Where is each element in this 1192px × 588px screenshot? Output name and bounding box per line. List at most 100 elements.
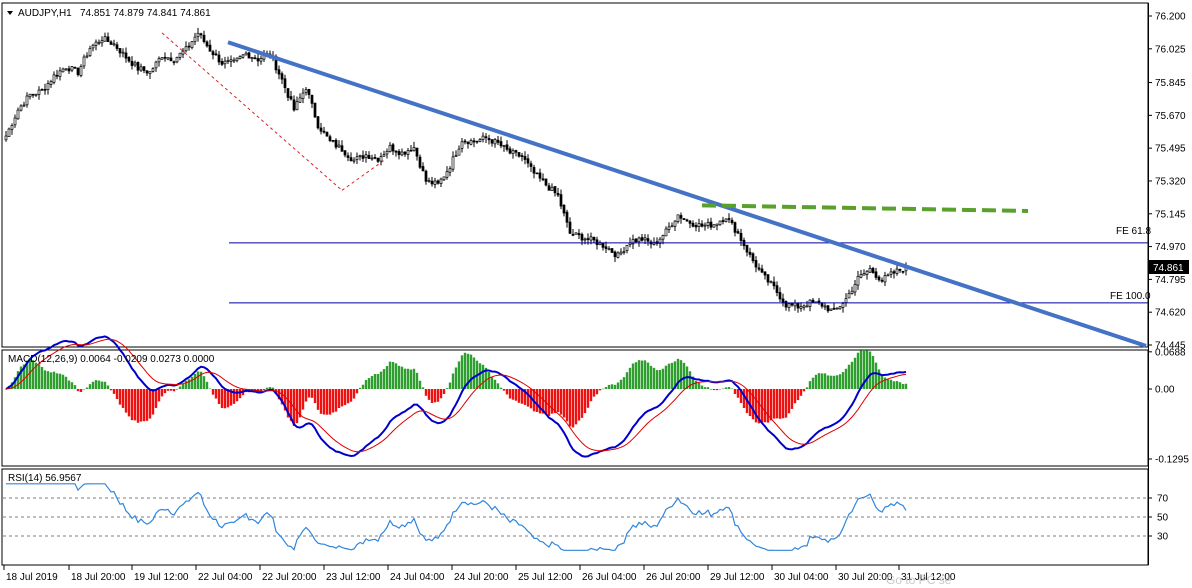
macd-histogram-bar (262, 389, 266, 390)
candle-body (517, 152, 521, 157)
macd-histogram-bar (661, 368, 665, 389)
macd-histogram-bar (586, 389, 590, 408)
candle-body (295, 101, 299, 111)
macd-histogram-bar (664, 365, 668, 389)
macd-histogram-bar (358, 387, 362, 389)
macd-histogram-bar (61, 374, 65, 389)
macd-histogram-bar (811, 377, 815, 389)
candle-body (439, 178, 443, 184)
candle-body (415, 147, 419, 157)
macd-histogram-bar (385, 366, 389, 389)
macd-histogram-bar (457, 361, 461, 389)
macd-histogram-bar (238, 389, 242, 399)
macd-histogram-bar (304, 389, 308, 402)
candle-body (349, 157, 353, 162)
candle-body (319, 127, 323, 132)
macd-histogram-bar (778, 389, 782, 419)
macd-histogram-bar (211, 389, 215, 395)
macd-histogram-bar (556, 389, 560, 412)
macd-histogram-bar (325, 389, 329, 415)
candle-body (625, 245, 629, 251)
macd-histogram-bar (454, 367, 458, 389)
candle-body (568, 221, 572, 234)
macd-histogram-bar (412, 368, 416, 389)
rsi-series (3, 483, 1147, 551)
candle-body (145, 70, 149, 74)
candle-body (361, 155, 365, 159)
candle-body (502, 145, 506, 147)
candle-body (7, 128, 11, 137)
candle-body (178, 52, 182, 58)
candle-body (736, 231, 740, 234)
macd-histogram-bar (403, 368, 407, 389)
candle-body (682, 218, 686, 220)
macd-histogram-bar (172, 389, 176, 392)
macd-histogram-bar (94, 380, 98, 389)
candle-body (556, 192, 560, 196)
macd-histogram-bar (787, 389, 791, 414)
candle-body (643, 237, 647, 241)
macd-histogram-bar (793, 389, 797, 404)
macd-histogram-bar (625, 372, 629, 389)
candle-body (388, 144, 392, 152)
candle-body (592, 236, 596, 241)
macd-histogram-bar (106, 385, 110, 389)
macd-histogram-bar (193, 373, 197, 389)
macd-histogram-bar (316, 389, 320, 410)
candle-body (55, 74, 59, 77)
candle-body (79, 66, 83, 76)
candle-body (616, 252, 620, 258)
macd-histogram-bar (670, 362, 674, 389)
macd-histogram-bar (610, 384, 614, 389)
macd-histogram-bar (604, 387, 608, 389)
macd-histogram-bar (286, 389, 290, 418)
macd-histogram-bar (331, 389, 335, 413)
macd-histogram-bar (721, 388, 725, 390)
macd-histogram-bar (862, 350, 866, 389)
macd-histogram-bar (499, 387, 503, 389)
macd-histogram-bar (154, 389, 158, 408)
macd-histogram-bar (433, 389, 437, 403)
candle-body (394, 150, 398, 153)
macd-histogram-bar (526, 389, 530, 407)
candle-body (31, 93, 35, 96)
macd-histogram-bar (565, 389, 569, 422)
macd-histogram-bar (736, 389, 740, 398)
candle-body (376, 157, 380, 162)
macd-histogram-bar (706, 387, 710, 389)
price-series (4, 27, 908, 313)
candle-body (277, 69, 281, 75)
macd-histogram-bar (337, 389, 341, 408)
macd-histogram-bar (418, 380, 422, 389)
candle-body (832, 307, 836, 310)
price-panel[interactable] (1, 2, 1149, 348)
candle-body (412, 147, 416, 151)
candle-body (553, 186, 557, 194)
macd-histogram-bar (388, 361, 392, 389)
candle-body (73, 66, 77, 69)
macd-histogram-bar (391, 361, 395, 389)
macd-histogram-bar (844, 368, 848, 389)
macd-histogram-bar (409, 369, 413, 389)
candle-body (181, 50, 185, 55)
candle-body (853, 283, 857, 293)
macd-histogram-bar (436, 389, 440, 402)
axes: 76.200 76.025 75.845 75.670 75.495 75.320 75.1… (3, 12, 1189, 583)
dropdown-arrow-icon[interactable] (7, 11, 13, 15)
candle-body (577, 233, 581, 236)
macd-histogram-bar (127, 389, 131, 417)
candle-body (478, 139, 482, 142)
macd-histogram-bar (268, 387, 272, 389)
candle-body (307, 89, 311, 96)
candle-body (586, 238, 590, 240)
macd-histogram-bar (415, 372, 419, 389)
candle-body (619, 251, 623, 255)
candle-body (115, 44, 119, 49)
time-tick-label: 24 Jul 20:00 (454, 572, 509, 583)
macd-histogram-bar (139, 389, 143, 422)
macd-tick-label: -0.1295 (1155, 455, 1189, 466)
candle-body (778, 292, 782, 300)
macd-histogram-bar (766, 389, 770, 423)
candle-body (409, 149, 413, 152)
macd-histogram-bar (589, 389, 593, 402)
